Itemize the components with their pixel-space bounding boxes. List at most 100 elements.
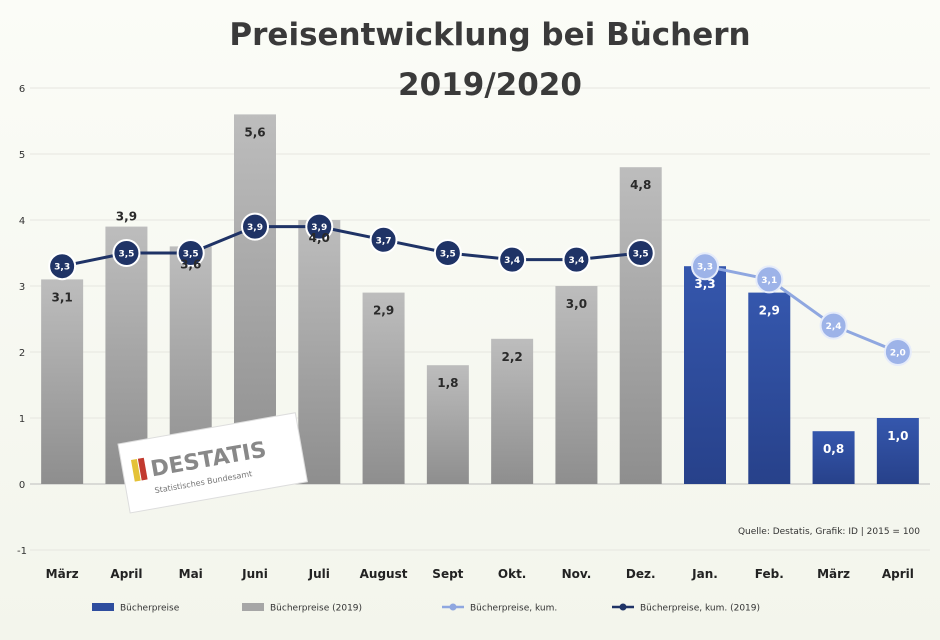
bar-value-label: 2,2 bbox=[502, 350, 523, 364]
marker-value-label: 3,5 bbox=[118, 250, 134, 260]
marker-value-label: 3,4 bbox=[568, 256, 584, 266]
x-axis-ticks: März April Mai Juni Juli August Sept Okt. Nov. De… bbox=[46, 567, 914, 581]
marker-value-label: 2,4 bbox=[826, 322, 842, 332]
marker-value-label: 3,4 bbox=[504, 256, 520, 266]
bar-value-label: 3,3 bbox=[694, 277, 715, 291]
series-marker bbox=[112, 239, 141, 267]
x-tick-label: Juni bbox=[241, 567, 268, 581]
y-tick-label: 5 bbox=[19, 150, 25, 161]
y-tick-label: 6 bbox=[19, 84, 25, 95]
bar-value-label: 3,0 bbox=[566, 297, 587, 311]
bar bbox=[619, 167, 662, 484]
x-tick-label: Jan. bbox=[691, 567, 718, 581]
x-tick-label: Juli bbox=[308, 567, 330, 581]
x-tick-label: Okt. bbox=[498, 567, 526, 581]
bar bbox=[426, 365, 469, 484]
destatis-logo: DESTATIS Statistisches Bundesamt bbox=[117, 412, 308, 514]
bar bbox=[491, 338, 534, 484]
bar bbox=[684, 266, 726, 484]
series-marker bbox=[433, 239, 462, 267]
bar-value-label: 5,6 bbox=[244, 125, 265, 139]
bar-value-label: 1,8 bbox=[437, 376, 458, 390]
x-tick-label: Sept bbox=[432, 567, 463, 581]
y-tick-label: 2 bbox=[19, 348, 25, 359]
y-tick-label: 0 bbox=[19, 480, 25, 491]
x-tick-label: August bbox=[360, 567, 408, 581]
y-tick-label: 4 bbox=[19, 216, 25, 227]
series-markers: 3,3 3,5 3,5 3,9 3,9 3,7 3,5 3,4 3,4 3,5 3,3 3,1 2,4 2… bbox=[48, 212, 912, 366]
series-marker bbox=[819, 311, 848, 340]
marker-value-label: 3,5 bbox=[633, 250, 649, 260]
bar-labels: 3,1 3,9 3,6 5,6 4,0 2,9 1,8 2,2 3,0 4,8 3,3 2,9 0,8 1… bbox=[52, 125, 909, 456]
bar bbox=[876, 418, 919, 484]
source-note: Quelle: Destatis, Grafik: ID | 2015 = 10… bbox=[738, 527, 920, 537]
x-tick-label: April bbox=[882, 567, 914, 581]
y-tick-label: 3 bbox=[19, 282, 25, 293]
marker-value-label: 3,5 bbox=[183, 250, 199, 260]
marker-value-label: 3,7 bbox=[376, 236, 392, 246]
marker-value-label: 3,9 bbox=[311, 223, 327, 233]
marker-value-label: 3,9 bbox=[247, 223, 263, 233]
y-tick-label: 1 bbox=[19, 414, 25, 425]
y-axis-ticks: -1 0 1 2 3 4 5 6 bbox=[17, 84, 27, 557]
bar-value-label: 3,6 bbox=[180, 257, 201, 271]
x-tick-label: Feb. bbox=[755, 567, 784, 581]
legend-swatch bbox=[242, 603, 264, 611]
series-line bbox=[704, 264, 899, 354]
bar bbox=[41, 279, 84, 484]
series-marker bbox=[691, 252, 719, 281]
marker-value-label: 3,1 bbox=[761, 276, 777, 286]
marker-value-label: 3,3 bbox=[54, 263, 70, 273]
series-marker bbox=[305, 212, 334, 241]
legend-entry-label: Bücherpreise, kum. (2019) bbox=[640, 604, 760, 614]
logo-mark-red bbox=[137, 457, 148, 481]
marker-value-label: 3,3 bbox=[697, 263, 713, 273]
x-tick-label: April bbox=[110, 567, 142, 581]
series-lines bbox=[61, 225, 899, 354]
series-marker bbox=[241, 212, 269, 241]
legend-entry-label: Bücherpreise, kum. bbox=[470, 604, 557, 614]
legend-entry-label: Bücherpreise bbox=[120, 604, 180, 614]
bar bbox=[362, 292, 405, 484]
bar-value-label: 0,8 bbox=[823, 442, 844, 456]
bar bbox=[812, 431, 855, 484]
bar-value-label: 2,9 bbox=[373, 304, 394, 318]
legend: Bücherpreise Bücherpreise (2019) Bücherpre… bbox=[92, 603, 760, 614]
legend-swatch-marker bbox=[619, 603, 627, 611]
logo-mark-yellow bbox=[130, 458, 141, 482]
x-tick-label: Nov. bbox=[562, 567, 592, 581]
bar-value-label: 2,9 bbox=[759, 304, 780, 318]
chart-title-line-1: Preisentwicklung bei Büchern bbox=[229, 17, 750, 53]
bar bbox=[748, 292, 791, 484]
series-marker bbox=[562, 245, 591, 274]
bar-value-label: 1,0 bbox=[887, 429, 908, 443]
bar-value-label: 4,8 bbox=[630, 178, 651, 192]
chart-title-line-2: 2019/2020 bbox=[398, 67, 582, 103]
marker-value-label: 2,0 bbox=[890, 349, 906, 359]
x-tick-label: Dez. bbox=[626, 567, 656, 581]
bar bbox=[555, 286, 598, 484]
bar-value-label: 4,0 bbox=[309, 231, 330, 245]
x-tick-label: März bbox=[46, 567, 79, 581]
series-marker bbox=[883, 338, 912, 366]
marker-value-label: 3,5 bbox=[440, 250, 456, 260]
bar-value-label: 3,9 bbox=[116, 210, 137, 224]
series-line bbox=[61, 225, 641, 268]
series-marker bbox=[626, 239, 655, 267]
logo-card bbox=[117, 412, 308, 514]
series-marker bbox=[176, 239, 205, 267]
series-marker bbox=[48, 252, 77, 281]
bar-value-label: 3,1 bbox=[52, 290, 73, 304]
legend-entry-label: Bücherpreise (2019) bbox=[270, 604, 362, 614]
y-tick-label: -1 bbox=[17, 546, 27, 557]
legend-swatch-marker bbox=[449, 603, 457, 611]
x-tick-label: Mai bbox=[179, 567, 203, 581]
series-marker bbox=[498, 245, 527, 274]
series-marker bbox=[755, 265, 784, 294]
legend-swatch bbox=[92, 603, 114, 611]
x-tick-label: März bbox=[817, 567, 850, 581]
series-marker bbox=[369, 225, 398, 254]
bar bbox=[298, 220, 341, 484]
